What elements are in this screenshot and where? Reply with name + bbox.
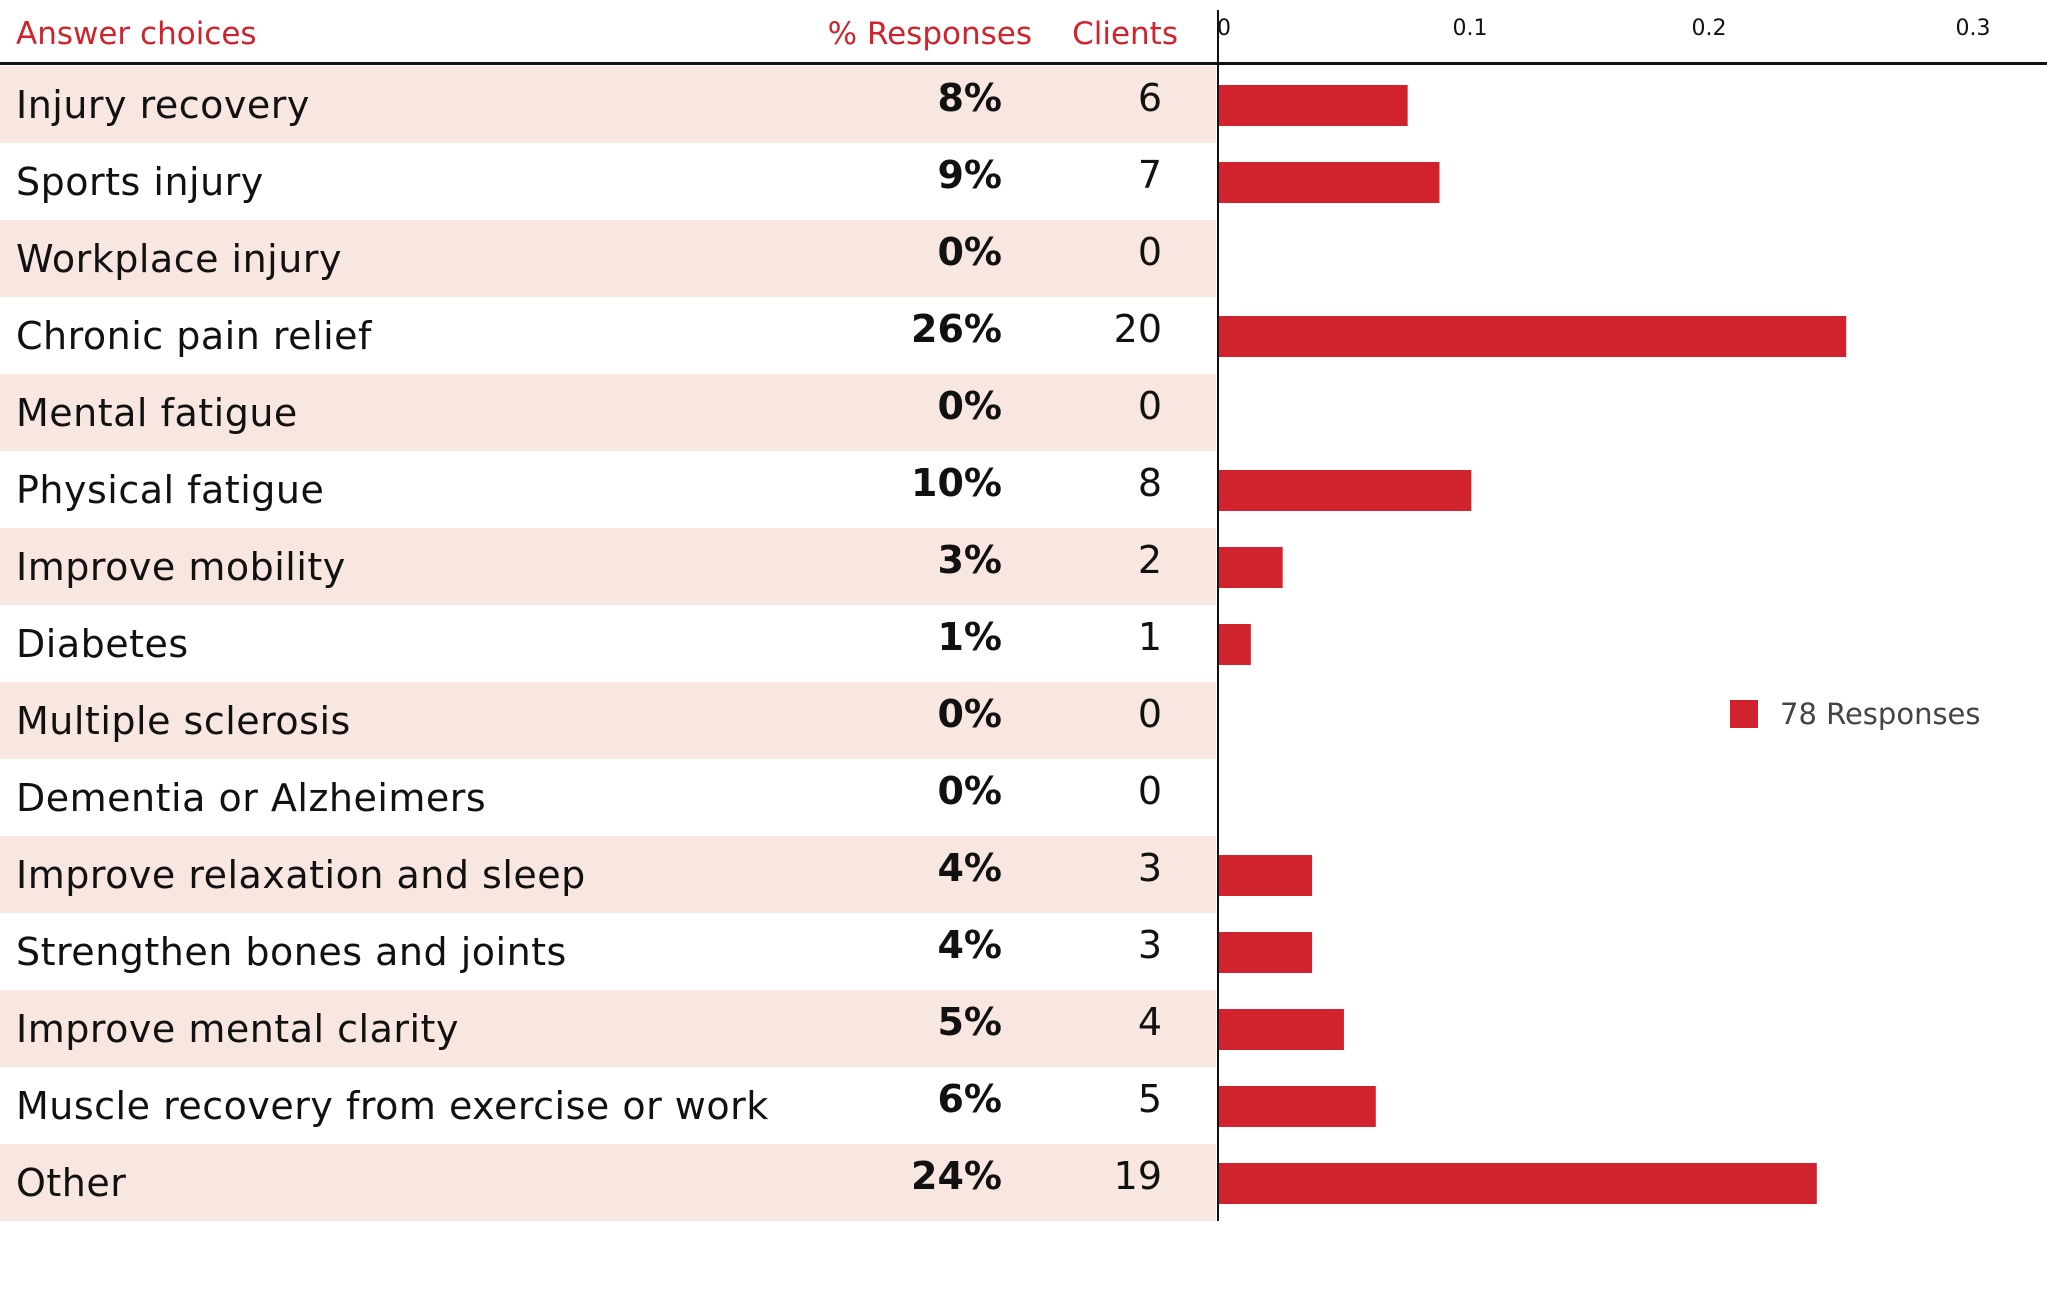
legend-label: 78 Responses (1780, 697, 1981, 731)
bar (1219, 855, 1313, 896)
clients-value: 0 (1137, 692, 1162, 736)
clients-value: 6 (1137, 76, 1162, 120)
pct-response-value: 24% (911, 1154, 1002, 1198)
x-tick-label: 0.3 (1956, 16, 1991, 41)
answer-label: Dementia or Alzheimers (16, 776, 487, 820)
answer-label: Chronic pain relief (16, 314, 372, 358)
x-tick-label: 0.2 (1692, 16, 1727, 41)
table-row: Diabetes 1% 1 (0, 605, 1216, 682)
bar (1219, 85, 1408, 126)
pct-response-value: 5% (937, 1000, 1002, 1044)
pct-response-value: 0% (937, 769, 1002, 813)
clients-value: 0 (1137, 769, 1162, 813)
bar (1219, 547, 1283, 588)
table-row: Injury recovery 8% 6 (0, 66, 1216, 143)
table-row: Improve relaxation and sleep 4% 3 (0, 836, 1216, 913)
legend-swatch (1730, 700, 1758, 728)
bar (1219, 316, 1847, 357)
answer-label: Improve mobility (16, 545, 346, 589)
bar (1219, 624, 1251, 665)
bar (1219, 162, 1440, 203)
table-row: Muscle recovery from exercise or work 6% 5 (0, 1067, 1216, 1144)
clients-value: 4 (1137, 1000, 1162, 1044)
clients-value: 19 (1113, 1154, 1162, 1198)
answer-label: Diabetes (16, 622, 189, 666)
bar (1219, 1009, 1344, 1050)
answer-label: Improve mental clarity (16, 1007, 459, 1051)
pct-response-value: 3% (937, 538, 1002, 582)
bar (1219, 1086, 1376, 1127)
clients-value: 5 (1137, 1077, 1162, 1121)
clients-value: 1 (1137, 615, 1162, 659)
answer-label: Physical fatigue (16, 468, 325, 512)
bar (1219, 1163, 1817, 1204)
table-row: Sports injury 9% 7 (0, 143, 1216, 220)
table-row: Physical fatigue 10% 8 (0, 451, 1216, 528)
table-row: Improve mental clarity 5% 4 (0, 990, 1216, 1067)
table-row: Strengthen bones and joints 4% 3 (0, 913, 1216, 990)
pct-response-value: 1% (937, 615, 1002, 659)
table-row: Other 24% 19 (0, 1144, 1216, 1221)
clients-value: 0 (1137, 230, 1162, 274)
pct-response-value: 8% (937, 76, 1002, 120)
chart-axis-line (1217, 10, 1219, 1221)
table-row: Chronic pain relief 26% 20 (0, 297, 1216, 374)
bar (1219, 932, 1313, 973)
clients-value: 8 (1137, 461, 1162, 505)
x-tick-label: 0.1 (1453, 16, 1488, 41)
bar (1219, 470, 1472, 511)
header-clients: Clients (1072, 16, 1178, 52)
pct-response-value: 6% (937, 1077, 1002, 1121)
x-tick-label: 0 (1217, 16, 1231, 41)
header-pct-responses: % Responses (827, 16, 1032, 52)
pct-response-value: 9% (937, 153, 1002, 197)
answer-label: Mental fatigue (16, 391, 298, 435)
table-row: Improve mobility 3% 2 (0, 528, 1216, 605)
answer-label: Sports injury (16, 160, 264, 204)
clients-value: 3 (1137, 923, 1162, 967)
answer-label: Improve relaxation and sleep (16, 853, 586, 897)
answer-label: Workplace injury (16, 237, 342, 281)
pct-response-value: 4% (937, 923, 1002, 967)
table-row: Dementia or Alzheimers 0% 0 (0, 759, 1216, 836)
table-row: Workplace injury 0% 0 (0, 220, 1216, 297)
pct-response-value: 0% (937, 692, 1002, 736)
table-row: Mental fatigue 0% 0 (0, 374, 1216, 451)
pct-response-value: 4% (937, 846, 1002, 890)
answer-label: Strengthen bones and joints (16, 930, 567, 974)
header-divider (0, 62, 2047, 65)
clients-value: 20 (1113, 307, 1162, 351)
pct-response-value: 0% (937, 384, 1002, 428)
clients-value: 2 (1137, 538, 1162, 582)
answer-label: Other (16, 1161, 127, 1205)
header-answer-choices: Answer choices (16, 16, 257, 52)
answer-table: Injury recovery 8% 6 Sports injury 9% 7 Workpl… (0, 66, 1216, 1221)
answer-label: Injury recovery (16, 83, 310, 127)
clients-value: 7 (1137, 153, 1162, 197)
answer-label: Multiple sclerosis (16, 699, 351, 743)
answer-label: Muscle recovery from exercise or work (16, 1084, 769, 1128)
pct-response-value: 0% (937, 230, 1002, 274)
table-row: Multiple sclerosis 0% 0 (0, 682, 1216, 759)
clients-value: 0 (1137, 384, 1162, 428)
pct-response-value: 26% (911, 307, 1002, 351)
pct-response-value: 10% (911, 461, 1002, 505)
clients-value: 3 (1137, 846, 1162, 890)
